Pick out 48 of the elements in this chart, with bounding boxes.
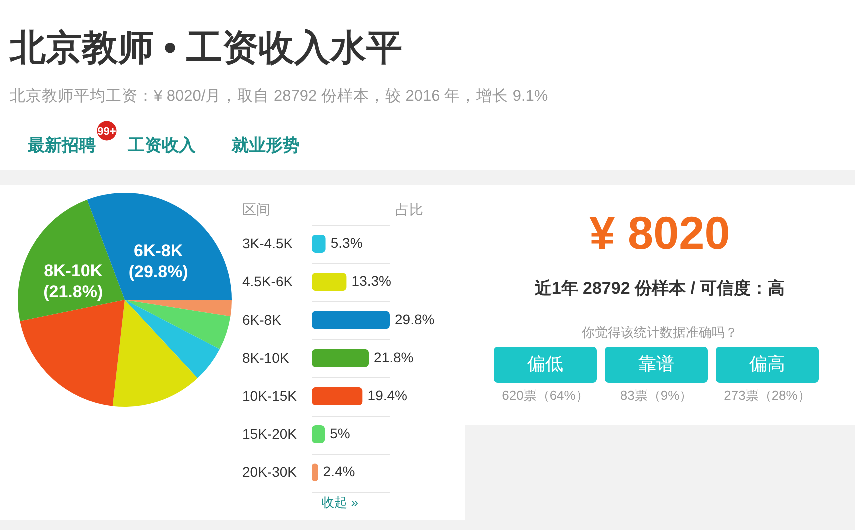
text: ¥ 8020 bbox=[590, 207, 730, 259]
text: 偏高 bbox=[750, 354, 786, 374]
text: 最新招聘 bbox=[27, 136, 96, 155]
pie-slice bbox=[20, 300, 125, 406]
text: 就业形势 bbox=[231, 136, 300, 155]
pie-slice bbox=[125, 300, 232, 317]
bar bbox=[312, 311, 390, 330]
data-label: 5% bbox=[330, 426, 350, 442]
text: 你觉得该统计数据准确吗？ bbox=[581, 325, 738, 340]
data-label: 5.3% bbox=[330, 235, 363, 252]
data-label: 13.3% bbox=[352, 273, 392, 290]
slice-label: 6K-8K bbox=[134, 241, 184, 260]
text: 83票（9%） bbox=[620, 388, 693, 403]
x-axis-title: 占比 bbox=[396, 202, 424, 218]
y-axis-title: 区间 bbox=[242, 202, 270, 218]
pie-slice bbox=[125, 300, 220, 378]
data-label: 2.4% bbox=[323, 464, 356, 480]
data-label: (29.8%) bbox=[128, 262, 188, 282]
text: 99+ bbox=[98, 126, 116, 138]
bar bbox=[312, 235, 326, 254]
y-tick-label: 10K-15K bbox=[242, 388, 298, 404]
text: 靠谱 bbox=[638, 354, 674, 374]
data-label: (21.8%) bbox=[44, 282, 104, 302]
y-tick-label: 3K-4.5K bbox=[242, 236, 294, 252]
bar bbox=[312, 349, 370, 368]
text: 工资收入 bbox=[127, 136, 197, 155]
data-label: 19.4% bbox=[368, 387, 408, 404]
y-tick-label: 6K-8K bbox=[242, 312, 282, 328]
bar bbox=[312, 387, 363, 406]
text: 近1年 28792 份样本 / 可信度：高 bbox=[534, 279, 786, 298]
y-tick-label: 4.5K-6K bbox=[242, 274, 294, 290]
data-label: 29.8% bbox=[395, 311, 435, 328]
text: 273票（28%） bbox=[724, 388, 811, 403]
text: 偏低 bbox=[528, 354, 564, 374]
bar bbox=[312, 426, 326, 444]
pie-slice bbox=[18, 200, 125, 322]
y-tick-label: 8K-10K bbox=[242, 350, 290, 366]
y-tick-label: 20K-30K bbox=[242, 464, 298, 480]
y-tick-label: 15K-20K bbox=[242, 426, 298, 442]
pie-slice bbox=[125, 300, 231, 350]
text: 620票（64%） bbox=[502, 388, 589, 403]
text: 北京教师 • 工资收入水平 bbox=[9, 27, 403, 68]
bar bbox=[312, 273, 347, 292]
data-label: 21.8% bbox=[374, 349, 414, 366]
text: 北京教师平均工资：¥ 8020/月，取自 28792 份样本，较 2016 年，增长 9.1% bbox=[10, 87, 548, 105]
text: 收起 » bbox=[322, 495, 358, 510]
slice-label: 8K-10K bbox=[44, 261, 104, 280]
pie-slice bbox=[112, 300, 198, 407]
